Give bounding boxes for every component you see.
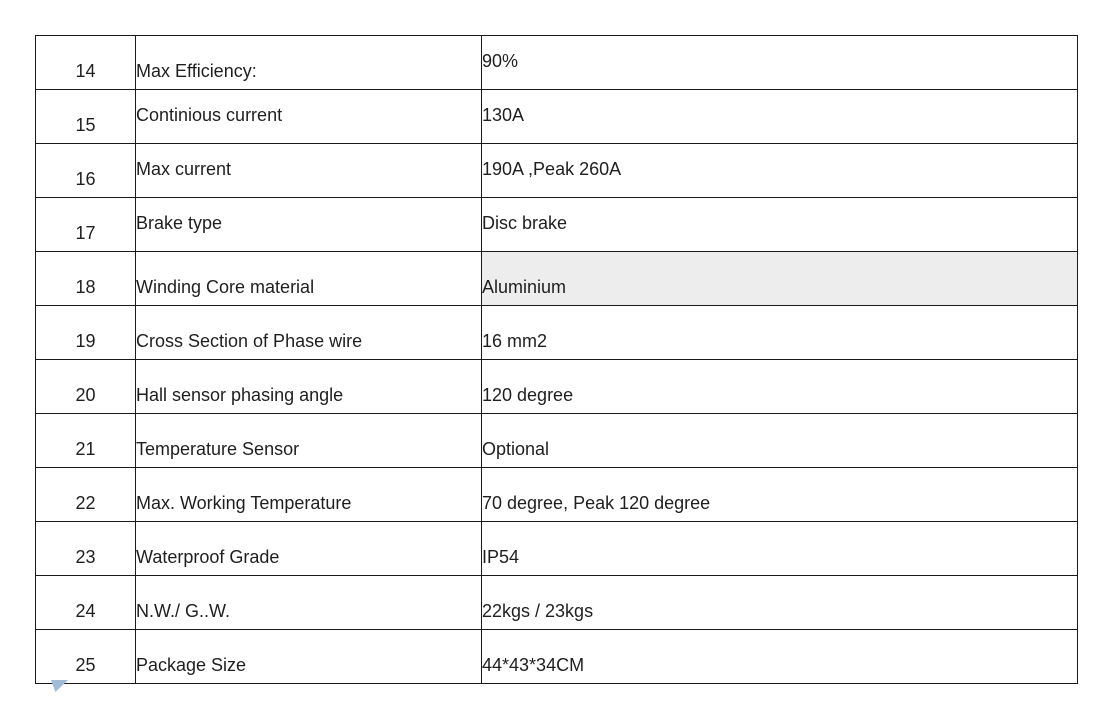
parameter-value-cell: 120 degree: [481, 359, 1078, 414]
row-number-cell: 19: [35, 305, 136, 360]
parameter-value-cell: 16 mm2: [481, 305, 1078, 360]
spec-table: 14 Max Efficiency: 90% 15 Continious current…: [35, 35, 1078, 684]
parameter-name-cell: Hall sensor phasing angle: [135, 359, 482, 414]
table-row: 24 N.W./ G..W. 22kgs / 23kgs: [35, 575, 1078, 630]
parameter-name-cell: Package Size: [135, 629, 482, 684]
row-number-cell: 18: [35, 251, 136, 306]
parameter-name-cell: Max. Working Temperature: [135, 467, 482, 522]
parameter-name-cell: Cross Section of Phase wire: [135, 305, 482, 360]
table-row: 23 Waterproof Grade IP54: [35, 521, 1078, 576]
parameter-value-cell: 44*43*34CM: [481, 629, 1078, 684]
parameter-name-cell: Max Efficiency:: [135, 35, 482, 90]
table-row: 14 Max Efficiency: 90%: [35, 35, 1078, 90]
parameter-name-cell: N.W./ G..W.: [135, 575, 482, 630]
row-number-cell: 15: [35, 89, 136, 144]
table-row: 19 Cross Section of Phase wire 16 mm2: [35, 305, 1078, 360]
table-row: 20 Hall sensor phasing angle 120 degree: [35, 359, 1078, 414]
parameter-name-cell: Brake type: [135, 197, 482, 252]
row-number-cell: 22: [35, 467, 136, 522]
row-number-cell: 21: [35, 413, 136, 468]
row-number-cell: 14: [35, 35, 136, 90]
table-row: 22 Max. Working Temperature 70 degree, Pea…: [35, 467, 1078, 522]
parameter-value-cell: 190A ,Peak 260A: [481, 143, 1078, 198]
parameter-value-cell: IP54: [481, 521, 1078, 576]
row-number-cell: 24: [35, 575, 136, 630]
parameter-name-cell: Temperature Sensor: [135, 413, 482, 468]
row-number-cell: 16: [35, 143, 136, 198]
spec-table-body: 14 Max Efficiency: 90% 15 Continious current…: [35, 35, 1078, 684]
parameter-value-cell: 22kgs / 23kgs: [481, 575, 1078, 630]
parameter-name-cell: Max current: [135, 143, 482, 198]
parameter-value-cell: 130A: [481, 89, 1078, 144]
table-row: 15 Continious current 130A: [35, 89, 1078, 144]
parameter-value-cell: 70 degree, Peak 120 degree: [481, 467, 1078, 522]
parameter-name-cell: Winding Core material: [135, 251, 482, 306]
row-number-cell: 23: [35, 521, 136, 576]
table-row: 18 Winding Core material Aluminium: [35, 251, 1078, 306]
table-row: 17 Brake type Disc brake: [35, 197, 1078, 252]
table-row: 16 Max current 190A ,Peak 260A: [35, 143, 1078, 198]
row-number-cell: 25: [35, 629, 136, 684]
row-number-cell: 20: [35, 359, 136, 414]
parameter-value-cell: 90%: [481, 35, 1078, 90]
row-number-cell: 17: [35, 197, 136, 252]
table-row: 21 Temperature Sensor Optional: [35, 413, 1078, 468]
parameter-value-cell: Disc brake: [481, 197, 1078, 252]
table-row: 25 Package Size 44*43*34CM: [35, 629, 1078, 684]
parameter-value-cell: Optional: [481, 413, 1078, 468]
corner-marker-triangle: [51, 680, 68, 692]
parameter-value-cell: Aluminium: [481, 251, 1078, 306]
parameter-name-cell: Waterproof Grade: [135, 521, 482, 576]
parameter-name-cell: Continious current: [135, 89, 482, 144]
